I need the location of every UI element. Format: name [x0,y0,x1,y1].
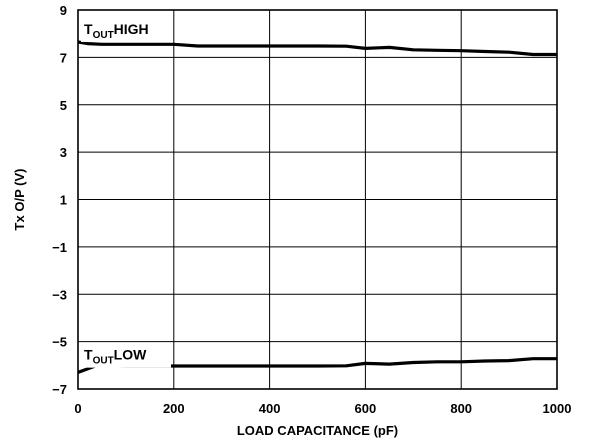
y-tick-label: 3 [60,145,67,160]
y-tick-label: −1 [52,240,67,255]
y-tick-labels: 9 7 5 3 1 −1 −3 −5 −7 [52,3,67,397]
y-tick-label: −7 [52,382,67,397]
y-tick-label: 5 [60,98,67,113]
plot-frame [77,9,558,390]
x-tick-label: 0 [74,401,81,416]
series-label-main: T [84,21,93,37]
series-label-subscript: OUT [93,30,114,41]
series-label-low: TOUTLOW [84,347,147,367]
y-tick-label: 1 [60,193,67,208]
x-tick-labels: 0 200 400 600 800 1000 [74,401,571,416]
y-tick-label: 9 [60,3,67,18]
series-label-background [81,19,171,42]
series-label-suffix: LOW [114,347,147,363]
y-tick-label: −5 [52,335,67,350]
x-tick-label: 200 [163,401,185,416]
series-label-high: TOUTHIGH [84,21,149,41]
y-axis-title: Tx O/P (V) [12,169,27,231]
series-label-subscript: OUT [93,356,114,367]
series-label-main: T [84,347,93,363]
x-tick-label: 600 [355,401,377,416]
x-axis-title: LOAD CAPACITANCE (pF) [237,423,398,438]
x-tick-label: 800 [450,401,472,416]
series-label-suffix: HIGH [114,21,149,37]
series-label-background [81,345,171,368]
y-tick-label: 7 [60,50,67,65]
x-tick-label: 1000 [543,401,572,416]
series-layer [77,40,557,374]
y-tick-label: −3 [52,287,67,302]
grid [78,10,557,389]
series-line-high [77,40,557,57]
x-tick-label: 400 [259,401,281,416]
